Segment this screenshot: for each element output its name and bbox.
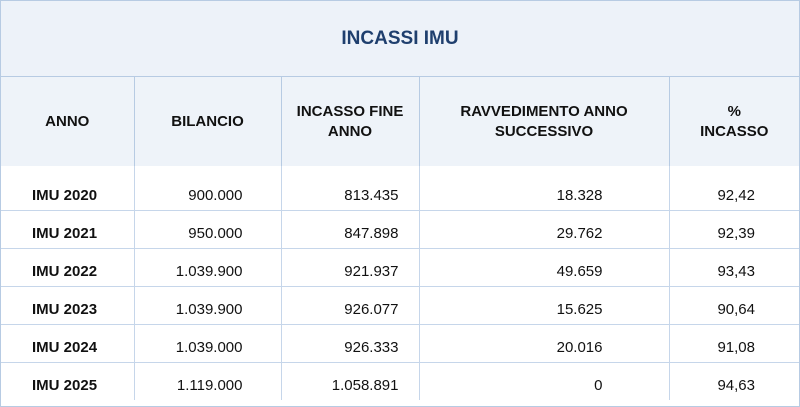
row-label: IMU 2022 xyxy=(1,248,135,287)
cell: 92,42 xyxy=(669,166,799,211)
cell: 92,39 xyxy=(669,210,799,249)
row-label: IMU 2023 xyxy=(1,286,135,325)
column-header: INCASSO FINE ANNO xyxy=(281,76,420,166)
column-header-text: INCASSO FINE ANNO xyxy=(296,102,404,140)
cell: 0 xyxy=(419,362,670,400)
cell: 20.016 xyxy=(419,324,670,363)
cell: 921.937 xyxy=(281,248,420,287)
cell: 926.077 xyxy=(281,286,420,325)
cell: 813.435 xyxy=(281,166,420,211)
row-label: IMU 2024 xyxy=(1,324,135,363)
cell: 1.119.000 xyxy=(134,362,282,400)
cell: 1.058.891 xyxy=(281,362,420,400)
cell: 91,08 xyxy=(669,324,799,363)
column-header-text: BILANCIO xyxy=(171,112,244,130)
cell: 1.039.000 xyxy=(134,324,282,363)
cell: 847.898 xyxy=(281,210,420,249)
cell: 1.039.900 xyxy=(134,286,282,325)
row-label: IMU 2025 xyxy=(1,362,135,400)
cell: 950.000 xyxy=(134,210,282,249)
cell: 90,64 xyxy=(669,286,799,325)
table-row: IMU 2024 1.039.000 926.333 20.016 91,08 xyxy=(1,324,799,363)
cell: 900.000 xyxy=(134,166,282,211)
cell: 18.328 xyxy=(419,166,670,211)
table-row: IMU 2023 1.039.900 926.077 15.625 90,64 xyxy=(1,286,799,325)
table-row: IMU 2025 1.119.000 1.058.891 0 94,63 xyxy=(1,362,799,400)
row-label: IMU 2020 xyxy=(1,166,135,211)
column-header: % INCASSO xyxy=(669,76,799,166)
column-header-text: RAVVEDIMENTO ANNO SUCCESSIVO xyxy=(460,102,628,140)
cell: 29.762 xyxy=(419,210,670,249)
column-header-text: ANNO xyxy=(45,112,90,130)
column-header: ANNO xyxy=(1,76,135,166)
cell: 926.333 xyxy=(281,324,420,363)
cell: 94,63 xyxy=(717,377,755,394)
column-header: RAVVEDIMENTO ANNO SUCCESSIVO xyxy=(419,76,670,166)
table-row: IMU 2022 1.039.900 921.937 49.659 93,43 xyxy=(1,248,799,287)
cell: 93,43 xyxy=(669,248,799,287)
table: INCASSI IMU ANNO BILANCIO INCASSO FINE ANN… xyxy=(1,1,799,400)
cell: 49.659 xyxy=(419,248,670,287)
column-header-text: % INCASSO xyxy=(700,102,769,140)
table-row: IMU 2020 900.000 813.435 18.328 92,42 xyxy=(1,166,799,211)
cell: 1.039.900 xyxy=(134,248,282,287)
table-row: IMU 2021 950.000 847.898 29.762 92,39 xyxy=(1,210,799,249)
cell: 15.625 xyxy=(419,286,670,325)
table-title: INCASSI IMU xyxy=(1,1,799,77)
column-header: BILANCIO xyxy=(134,76,282,166)
row-label: IMU 2021 xyxy=(1,210,135,249)
